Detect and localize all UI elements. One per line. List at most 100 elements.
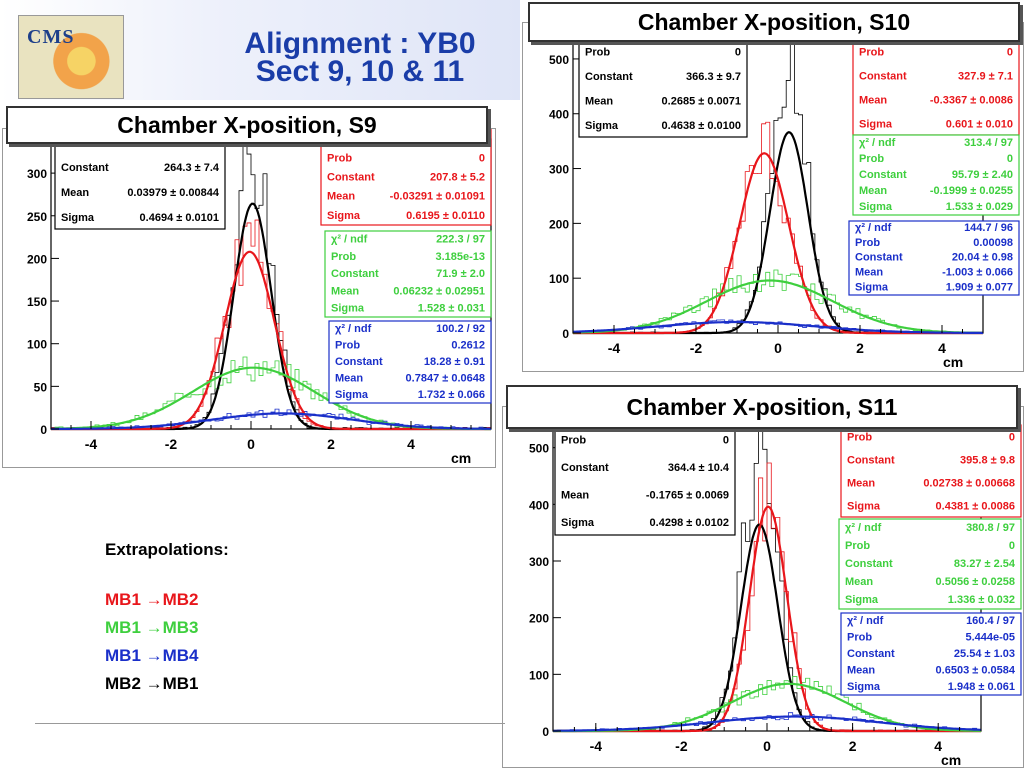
stat-value: 5.444e-05 [965,632,1015,644]
y-tick-label: 0 [542,725,549,739]
x-tick-label: 4 [934,738,942,754]
chart-title-s9: Chamber X-position, S9 [6,106,488,144]
x-axis-label: cm [941,752,961,767]
y-tick-label: 300 [529,555,549,569]
stat-label: Constant [847,455,895,467]
x-tick-label: -2 [690,340,703,356]
stat-label: Prob [847,632,872,644]
y-tick-label: 100 [529,668,549,682]
y-tick-label: 400 [529,498,549,512]
stat-value: 0.601 ± 0.010 [946,118,1013,130]
chart-panel-s9: -4 -2 0 2 4 0 50 100 150 200 250 300 cm Prob 0 Constant… [2,128,496,468]
stat-value: 144.7 / 96 [964,222,1013,234]
stat-label: Mean [847,664,875,676]
stat-value: -0.03291 ± 0.01091 [390,191,485,203]
fit-curve-blue [572,320,983,334]
stat-value: 0 [1007,46,1013,58]
stat-label: Sigma [847,681,881,693]
chart-panel-s11: -4 -2 0 2 4 0 100 200 300 400 500 cm Prob 0 Constant 36… [502,406,1024,768]
stat-value: 0.4694 ± 0.0101 [140,212,219,224]
stat-label: Prob [327,152,352,164]
stat-label: Mean [847,478,875,490]
y-tick-label: 150 [27,295,47,309]
stat-value: 83.27 ± 2.54 [954,558,1016,570]
stat-value: 0 [1009,432,1015,444]
stat-box-blue [840,612,1022,696]
stat-value: 0.6503 ± 0.0584 [936,664,1016,676]
stat-label: Sigma [331,302,365,314]
stat-label: Mean [585,96,613,108]
y-tick-label: 200 [27,252,47,266]
stat-label: Mean [331,285,359,297]
stat-value: 0.7847 ± 0.0648 [406,372,485,384]
stat-label: Prob [845,540,870,552]
stat-value: 100.2 / 92 [436,323,485,335]
stat-box-red [840,424,1022,518]
stat-value: 18.28 ± 0.91 [424,356,485,368]
stat-box-blue [328,320,492,404]
chart-title-s11: Chamber X-position, S11 [506,385,1018,429]
stat-label: χ² / ndf [855,222,892,234]
stat-label: Prob [331,251,356,263]
stat-value: 222.3 / 97 [436,234,485,246]
stat-label: Sigma [845,594,879,606]
fit-curve-green [573,279,983,334]
stat-value: 0.6195 ± 0.0110 [406,210,485,222]
fit-curve-blue [553,715,981,732]
stat-label: Sigma [855,281,889,293]
stat-value: 327.9 ± 7.1 [958,70,1013,82]
stat-label: Sigma [561,517,595,529]
title-line-2: Sect 9, 10 & 11 [255,55,465,88]
stat-label: Constant [845,558,893,570]
fit-curve-blue [51,412,491,430]
stat-label: χ² / ndf [335,323,372,335]
stat-value: 25.54 ± 1.03 [954,648,1015,660]
extrapolation-mb1-mb2: MB1 →MB2 [105,590,199,609]
stat-value: 207.8 ± 5.2 [430,171,485,183]
stat-value: 0 [735,47,741,59]
stat-value: 0.06232 ± 0.02951 [393,285,485,297]
x-tick-label: -4 [590,738,603,754]
stat-label: Sigma [859,118,893,130]
y-tick-label: 500 [529,442,549,456]
y-tick-label: 300 [549,163,569,177]
title-line-1: Alignment : YB0 [244,27,476,60]
stat-label: Constant [331,268,379,280]
stat-box-black [54,128,226,230]
stat-box-red [320,128,492,226]
stat-value: 0.2612 [451,340,485,352]
stat-value: 0.00098 [973,237,1013,249]
stat-box-green [838,518,1022,610]
x-tick-label: 0 [247,436,255,452]
stat-label: Constant [335,356,383,368]
stat-value: 0 [723,435,729,447]
chart-s9: -4 -2 0 2 4 0 50 100 150 200 250 300 cm Prob 0 Constant… [27,128,492,466]
stat-value: 366.3 ± 9.7 [686,71,741,83]
stat-label: Constant [61,162,109,174]
stat-label: Constant [327,171,375,183]
chart-s10: -4 -2 0 2 4 0 100 200 300 400 500 cm Prob 0 Constant 36… [549,36,1020,370]
stat-label: χ² / ndf [859,137,896,149]
stat-label: Prob [561,435,586,447]
stat-label: Sigma [335,389,369,401]
stat-value: 264.3 ± 7.4 [164,162,220,174]
stat-label: Mean [859,94,887,106]
stat-box-black [554,424,736,536]
stat-label: Constant [561,462,609,474]
x-tick-label: -4 [608,340,621,356]
fit-curve-red [51,250,491,431]
stat-box-black [578,38,748,138]
stat-label: Sigma [61,212,95,224]
y-tick-label: 100 [549,272,569,286]
stat-value: 1.732 ± 0.066 [418,389,485,401]
divider-line [35,723,505,724]
logo-text: CMS [27,26,75,48]
stat-label: Constant [847,648,895,660]
y-tick-label: 500 [549,53,569,67]
chart-s11: -4 -2 0 2 4 0 100 200 300 400 500 cm Prob 0 Constant 36… [529,424,1022,768]
stat-label: Constant [855,252,903,264]
y-tick-label: 100 [27,338,47,352]
stat-value: 95.79 ± 2.40 [952,169,1013,181]
x-tick-label: 2 [849,738,857,754]
chart-title-s10: Chamber X-position, S10 [528,2,1020,42]
